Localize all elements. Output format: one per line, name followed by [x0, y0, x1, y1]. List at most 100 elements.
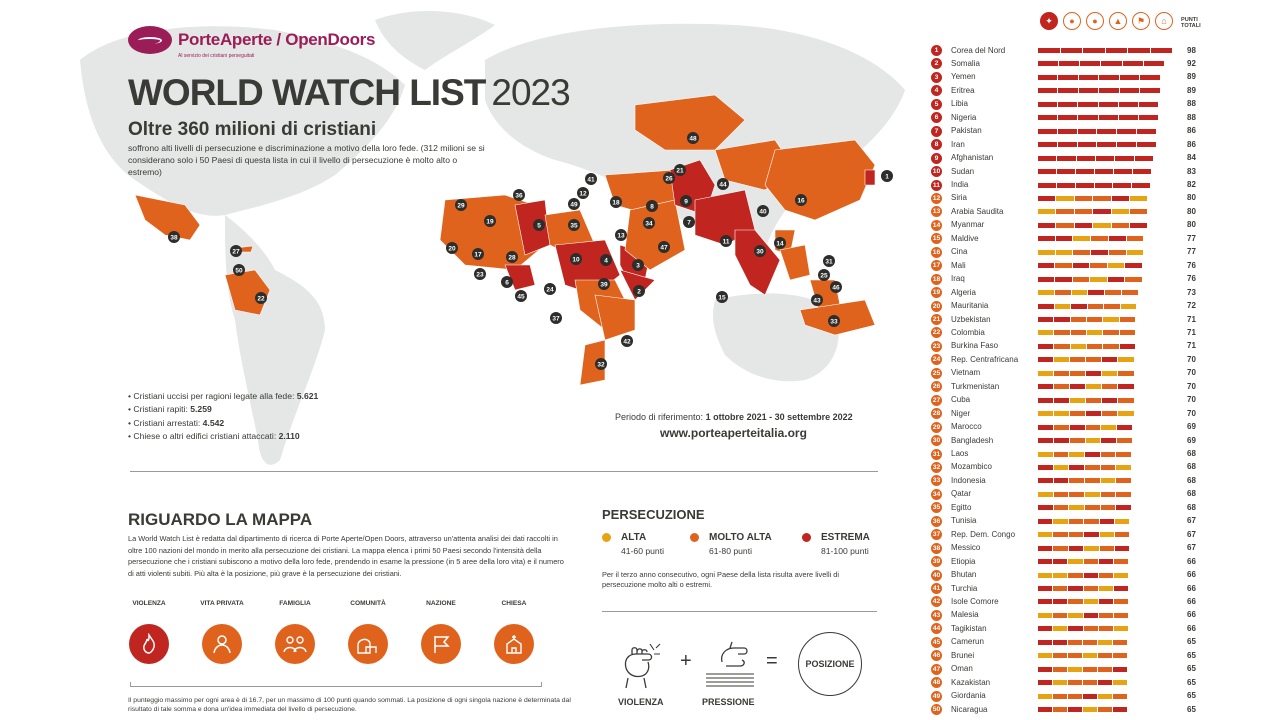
rank-marker[interactable]: 16 — [795, 194, 807, 206]
ranking-row[interactable]: 34 Qatar 68 — [930, 488, 1200, 500]
ranking-row[interactable]: 20 Mauritania 72 — [930, 300, 1200, 312]
website-link[interactable]: www.porteaperteitalia.org — [660, 426, 807, 440]
rank-marker[interactable]: 9 — [680, 195, 692, 207]
rank-marker[interactable]: 33 — [828, 315, 840, 327]
rank-marker[interactable]: 4 — [600, 254, 612, 266]
ranking-row[interactable]: 3 Yemen 89 — [930, 71, 1200, 83]
rank-marker[interactable]: 50 — [233, 264, 245, 276]
rank-marker[interactable]: 34 — [643, 217, 655, 229]
rank-marker[interactable]: 39 — [598, 278, 610, 290]
ranking-row[interactable]: 2 Somalia 92 — [930, 57, 1200, 70]
ranking-row[interactable]: 37 Rep. Dem. Congo 67 — [930, 528, 1200, 541]
rank-marker[interactable]: 1 — [881, 170, 893, 182]
ranking-row[interactable]: 43 Malesia 66 — [930, 609, 1200, 621]
ranking-row[interactable]: 10 Sudan 83 — [930, 165, 1200, 178]
ranking-row[interactable]: 25 Vietnam 70 — [930, 367, 1200, 379]
rank-marker[interactable]: 29 — [455, 199, 467, 211]
rank-marker[interactable]: 43 — [811, 294, 823, 306]
ranking-row[interactable]: 48 Kazakistan 65 — [930, 676, 1200, 689]
rank-marker[interactable]: 23 — [474, 268, 486, 280]
ranking-row[interactable]: 29 Marocco 69 — [930, 421, 1200, 433]
ranking-row[interactable]: 22 Colombia 71 — [930, 326, 1200, 339]
rank-marker[interactable]: 17 — [472, 248, 484, 260]
ranking-row[interactable]: 13 Arabia Saudita 80 — [930, 205, 1200, 218]
ranking-row[interactable]: 50 Nicaragua 65 — [930, 703, 1200, 716]
rank-marker[interactable]: 37 — [550, 312, 562, 324]
rank-marker[interactable]: 18 — [610, 196, 622, 208]
rank-marker[interactable]: 45 — [515, 290, 527, 302]
ranking-row[interactable]: 17 Mali 76 — [930, 259, 1200, 272]
ranking-row[interactable]: 24 Rep. Centrafricana 70 — [930, 353, 1200, 366]
open-doors-logo[interactable]: PorteAperte / OpenDoors Al servizio dei … — [128, 26, 375, 59]
rank-marker[interactable]: 48 — [687, 132, 699, 144]
ranking-row[interactable]: 16 Cina 77 — [930, 246, 1200, 258]
rank-marker[interactable]: 47 — [658, 241, 670, 253]
ranking-row[interactable]: 46 Brunei 65 — [930, 649, 1200, 662]
ranking-row[interactable]: 14 Myanmar 80 — [930, 219, 1200, 231]
ranking-row[interactable]: 23 Burkina Faso 71 — [930, 340, 1200, 352]
rank-marker[interactable]: 13 — [615, 229, 627, 241]
ranking-row[interactable]: 39 Etiopia 66 — [930, 555, 1200, 568]
rank-marker[interactable]: 21 — [674, 164, 686, 176]
rank-marker[interactable]: 3 — [632, 259, 644, 271]
ranking-row[interactable]: 44 Tagikistan 66 — [930, 622, 1200, 635]
ranking-row[interactable]: 12 Siria 80 — [930, 192, 1200, 204]
rank-marker[interactable]: 25 — [818, 269, 830, 281]
rank-marker[interactable]: 26 — [663, 172, 675, 184]
rank-marker[interactable]: 7 — [683, 216, 695, 228]
rank-marker[interactable]: 40 — [757, 205, 769, 217]
ranking-row[interactable]: 32 Mozambico 68 — [930, 461, 1200, 473]
rank-marker[interactable]: 49 — [568, 198, 580, 210]
rank-marker[interactable]: 27 — [230, 245, 242, 257]
rank-marker[interactable]: 41 — [585, 173, 597, 185]
ranking-row[interactable]: 38 Messico 67 — [930, 542, 1200, 554]
ranking-row[interactable]: 18 Iraq 76 — [930, 273, 1200, 285]
rank-marker[interactable]: 20 — [446, 242, 458, 254]
rank-marker[interactable]: 36 — [513, 189, 525, 201]
rank-marker[interactable]: 22 — [255, 292, 267, 304]
rank-marker[interactable]: 30 — [754, 245, 766, 257]
ranking-row[interactable]: 21 Uzbekistan 71 — [930, 313, 1200, 325]
rank-marker[interactable]: 14 — [774, 237, 786, 249]
ranking-row[interactable]: 26 Turkmenistan 70 — [930, 380, 1200, 393]
ranking-row[interactable]: 5 Libia 88 — [930, 98, 1200, 110]
ranking-row[interactable]: 31 Laos 68 — [930, 448, 1200, 460]
ranking-row[interactable]: 7 Pakistan 86 — [930, 125, 1200, 137]
rank-marker[interactable]: 8 — [646, 200, 658, 212]
rank-marker[interactable]: 44 — [717, 178, 729, 190]
ranking-row[interactable]: 30 Bangladesh 69 — [930, 434, 1200, 447]
ranking-row[interactable]: 47 Oman 65 — [930, 663, 1200, 675]
rank-marker[interactable]: 10 — [570, 253, 582, 265]
ranking-row[interactable]: 28 Niger 70 — [930, 407, 1200, 420]
rank-marker[interactable]: 28 — [506, 251, 518, 263]
rank-marker[interactable]: 11 — [720, 235, 732, 247]
ranking-row[interactable]: 15 Maldive 77 — [930, 232, 1200, 245]
rank-marker[interactable]: 35 — [568, 219, 580, 231]
rank-marker[interactable]: 19 — [484, 215, 496, 227]
ranking-row[interactable]: 45 Camerun 65 — [930, 636, 1200, 648]
ranking-row[interactable]: 27 Cuba 70 — [930, 394, 1200, 406]
rank-marker[interactable]: 31 — [823, 255, 835, 267]
ranking-row[interactable]: 9 Afghanistan 84 — [930, 152, 1200, 164]
ranking-row[interactable]: 36 Tunisia 67 — [930, 515, 1200, 527]
rank-marker[interactable]: 12 — [577, 187, 589, 199]
ranking-row[interactable]: 4 Eritrea 89 — [930, 84, 1200, 97]
ranking-row[interactable]: 41 Turchia 66 — [930, 582, 1200, 594]
rank-marker[interactable]: 24 — [544, 283, 556, 295]
ranking-row[interactable]: 19 Algeria 73 — [930, 286, 1200, 299]
ranking-row[interactable]: 42 Isole Comore 66 — [930, 595, 1200, 608]
rank-marker[interactable]: 38 — [168, 231, 180, 243]
ranking-row[interactable]: 6 Nigeria 88 — [930, 111, 1200, 124]
rank-marker[interactable]: 46 — [830, 281, 842, 293]
ranking-row[interactable]: 11 India 82 — [930, 179, 1200, 191]
ranking-row[interactable]: 1 Corea del Nord 98 — [930, 44, 1200, 56]
ranking-row[interactable]: 8 Iran 86 — [930, 138, 1200, 151]
ranking-row[interactable]: 33 Indonesia 68 — [930, 474, 1200, 487]
rank-marker[interactable]: 6 — [501, 276, 513, 288]
rank-marker[interactable]: 2 — [633, 285, 645, 297]
ranking-row[interactable]: 49 Giordania 65 — [930, 690, 1200, 702]
rank-marker[interactable]: 32 — [595, 358, 607, 370]
ranking-row[interactable]: 35 Egitto 68 — [930, 501, 1200, 514]
rank-marker[interactable]: 42 — [621, 335, 633, 347]
rank-marker[interactable]: 5 — [533, 219, 545, 231]
